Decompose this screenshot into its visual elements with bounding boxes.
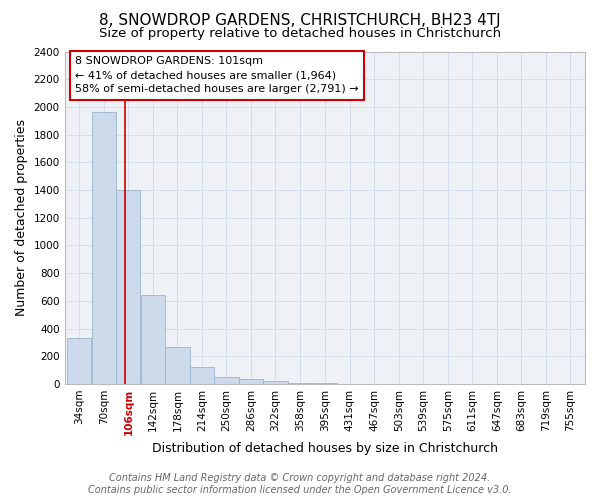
Bar — [263, 381, 287, 384]
Bar — [116, 190, 140, 384]
Bar — [166, 346, 190, 384]
Text: Size of property relative to detached houses in Christchurch: Size of property relative to detached ho… — [99, 28, 501, 40]
X-axis label: Distribution of detached houses by size in Christchurch: Distribution of detached houses by size … — [152, 442, 498, 455]
Bar — [190, 368, 214, 384]
Text: 8, SNOWDROP GARDENS, CHRISTCHURCH, BH23 4TJ: 8, SNOWDROP GARDENS, CHRISTCHURCH, BH23 … — [99, 12, 501, 28]
Bar — [141, 296, 165, 384]
Text: Contains HM Land Registry data © Crown copyright and database right 2024.
Contai: Contains HM Land Registry data © Crown c… — [88, 474, 512, 495]
Text: 8 SNOWDROP GARDENS: 101sqm
← 41% of detached houses are smaller (1,964)
58% of s: 8 SNOWDROP GARDENS: 101sqm ← 41% of deta… — [75, 56, 359, 94]
Bar — [214, 377, 239, 384]
Bar — [239, 379, 263, 384]
Y-axis label: Number of detached properties: Number of detached properties — [15, 119, 28, 316]
Bar — [67, 338, 91, 384]
Bar — [92, 112, 116, 384]
Bar — [288, 382, 312, 384]
